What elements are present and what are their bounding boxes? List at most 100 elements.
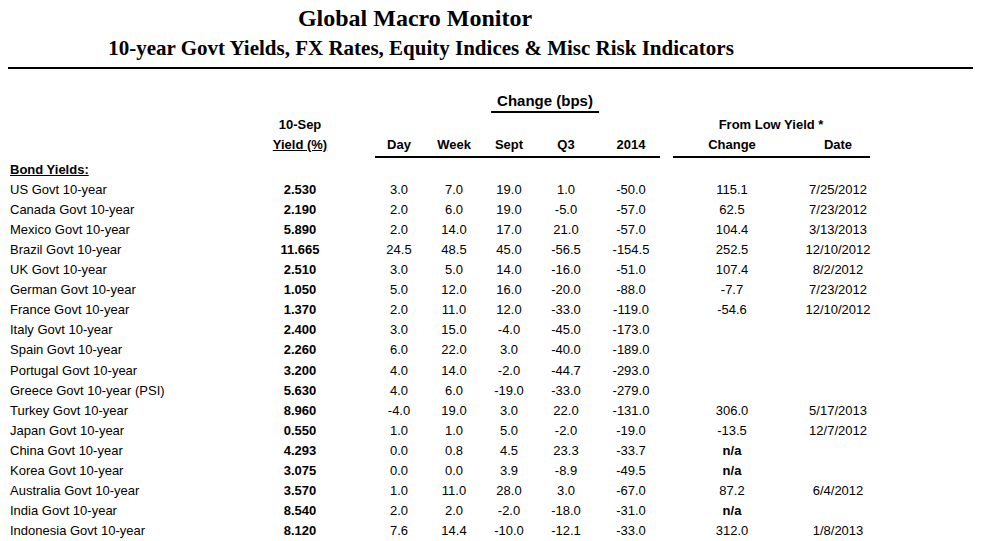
cell-q3-change: -12.1 [551, 521, 581, 541]
cell-2014-change: -33.7 [616, 441, 646, 461]
cell-q3-change: -16.0 [551, 260, 581, 280]
cell-day-change: 3.0 [390, 180, 408, 200]
col-header-q3: Q3 [557, 137, 574, 152]
cell-country-label: Portugal Govt 10-year [10, 361, 137, 381]
cell-week-change: 48.5 [441, 240, 466, 260]
table-row: Canada Govt 10-year 2.190 2.0 6.0 19.0 -… [0, 200, 981, 220]
cell-yield: 3.075 [284, 461, 317, 481]
col-header-change: Change [708, 137, 756, 152]
table-row: Mexico Govt 10-year 5.890 2.0 14.0 17.0 … [0, 220, 981, 240]
table-row: France Govt 10-year 1.370 2.0 11.0 12.0 … [0, 300, 981, 320]
cell-country-label: Korea Govt 10-year [10, 461, 123, 481]
cell-2014-change: -49.5 [616, 461, 646, 481]
cell-yield: 5.630 [284, 381, 317, 401]
cell-2014-change: -57.0 [616, 200, 646, 220]
cell-2014-change: -119.0 [613, 300, 649, 320]
col-header-week: Week [437, 137, 471, 152]
cell-day-change: -4.0 [388, 401, 410, 421]
cell-day-change: 1.0 [390, 421, 408, 441]
cell-low-yield-date: 12/10/2012 [805, 240, 870, 260]
table-row: Japan Govt 10-year 0.550 1.0 1.0 5.0 -2.… [0, 421, 981, 441]
cell-day-change: 2.0 [390, 200, 408, 220]
col-header-asof-date: 10-Sep [279, 117, 322, 132]
table-row: China Govt 10-year 4.293 0.0 0.8 4.5 23.… [0, 441, 981, 461]
cell-sept-change: 45.0 [496, 240, 521, 260]
cell-q3-change: -18.0 [551, 501, 581, 521]
cell-low-yield-date: 7/23/2012 [809, 200, 867, 220]
cell-country-label: Spain Govt 10-year [10, 340, 122, 360]
cell-low-yield-date: 7/23/2012 [809, 280, 867, 300]
cell-2014-change: -88.0 [616, 280, 646, 300]
table-row: Turkey Govt 10-year 8.960 -4.0 19.0 3.0 … [0, 401, 981, 421]
cell-country-label: Greece Govt 10-year (PSI) [10, 381, 165, 401]
cell-q3-change: 22.0 [553, 401, 578, 421]
cell-low-yield-date: 1/8/2013 [813, 521, 864, 541]
cell-week-change: 6.0 [445, 200, 463, 220]
cell-day-change: 4.0 [390, 361, 408, 381]
cell-q3-change: -20.0 [551, 280, 581, 300]
cell-country-label: India Govt 10-year [10, 501, 117, 521]
cell-sept-change: 3.0 [500, 340, 518, 360]
cell-yield: 2.530 [284, 180, 317, 200]
cell-yield: 1.050 [284, 280, 317, 300]
cell-sept-change: 16.0 [496, 280, 521, 300]
cell-yield: 3.200 [284, 361, 317, 381]
cell-day-change: 4.0 [390, 381, 408, 401]
cell-2014-change: -57.0 [616, 220, 646, 240]
cell-sept-change: 3.9 [500, 461, 518, 481]
cell-country-label: Mexico Govt 10-year [10, 220, 130, 240]
cell-sept-change: 12.0 [496, 300, 521, 320]
cell-yield: 3.570 [284, 481, 317, 501]
header-rule [8, 67, 973, 69]
cell-yield: 2.190 [284, 200, 317, 220]
col-header-2014: 2014 [617, 137, 646, 152]
cell-from-low-change: n/a [723, 461, 742, 481]
cell-yield: 1.370 [284, 300, 317, 320]
cell-sept-change: -4.0 [498, 320, 520, 340]
cell-week-change: 15.0 [441, 320, 466, 340]
cell-yield: 2.260 [284, 340, 317, 360]
change-bps-heading: Change (bps) [491, 92, 599, 113]
cell-day-change: 0.0 [390, 441, 408, 461]
cell-yield: 8.540 [284, 501, 317, 521]
cell-week-change: 0.0 [445, 461, 463, 481]
cell-week-change: 5.0 [445, 260, 463, 280]
table-row: Portugal Govt 10-year 3.200 4.0 14.0 -2.… [0, 361, 981, 381]
cell-low-yield-date: 3/13/2013 [809, 220, 867, 240]
table-row: German Govt 10-year 1.050 5.0 12.0 16.0 … [0, 280, 981, 300]
cell-country-label: Indonesia Govt 10-year [10, 521, 145, 541]
cell-week-change: 2.0 [445, 501, 463, 521]
cell-country-label: Turkey Govt 10-year [10, 401, 128, 421]
cell-week-change: 0.8 [445, 441, 463, 461]
cell-sept-change: 5.0 [500, 421, 518, 441]
cell-q3-change: -33.0 [551, 300, 581, 320]
cell-q3-change: -56.5 [551, 240, 581, 260]
cell-country-label: Japan Govt 10-year [10, 421, 124, 441]
cell-day-change: 3.0 [390, 320, 408, 340]
table-row: India Govt 10-year 8.540 2.0 2.0 -2.0 -1… [0, 501, 981, 521]
cell-country-label: Australia Govt 10-year [10, 481, 139, 501]
cell-low-yield-date: 8/2/2012 [813, 260, 864, 280]
table-row: Korea Govt 10-year 3.075 0.0 0.0 3.9 -8.… [0, 461, 981, 481]
cell-from-low-change: n/a [723, 501, 742, 521]
page-title: Global Macro Monitor [0, 4, 830, 32]
cell-day-change: 1.0 [390, 481, 408, 501]
cell-week-change: 14.0 [441, 220, 466, 240]
cell-sept-change: -19.0 [494, 381, 524, 401]
cell-yield: 0.550 [284, 421, 317, 441]
from-low-yield-heading: From Low Yield * [719, 117, 824, 132]
cell-sept-change: 17.0 [496, 220, 521, 240]
report-page: Global Macro Monitor 10-year Govt Yields… [0, 0, 981, 541]
table-row: UK Govt 10-year 2.510 3.0 5.0 14.0 -16.0… [0, 260, 981, 280]
cell-q3-change: -8.9 [555, 461, 577, 481]
cell-week-change: 14.0 [441, 361, 466, 381]
cell-sept-change: 14.0 [496, 260, 521, 280]
cell-yield: 8.960 [284, 401, 317, 421]
cell-low-yield-date: 7/25/2012 [809, 180, 867, 200]
cell-2014-change: -31.0 [616, 501, 646, 521]
table-row: Brazil Govt 10-year 11.665 24.5 48.5 45.… [0, 240, 981, 260]
cell-week-change: 19.0 [441, 401, 466, 421]
cell-sept-change: 19.0 [496, 200, 521, 220]
cell-from-low-change: 104.4 [716, 220, 749, 240]
cell-2014-change: -279.0 [613, 381, 650, 401]
